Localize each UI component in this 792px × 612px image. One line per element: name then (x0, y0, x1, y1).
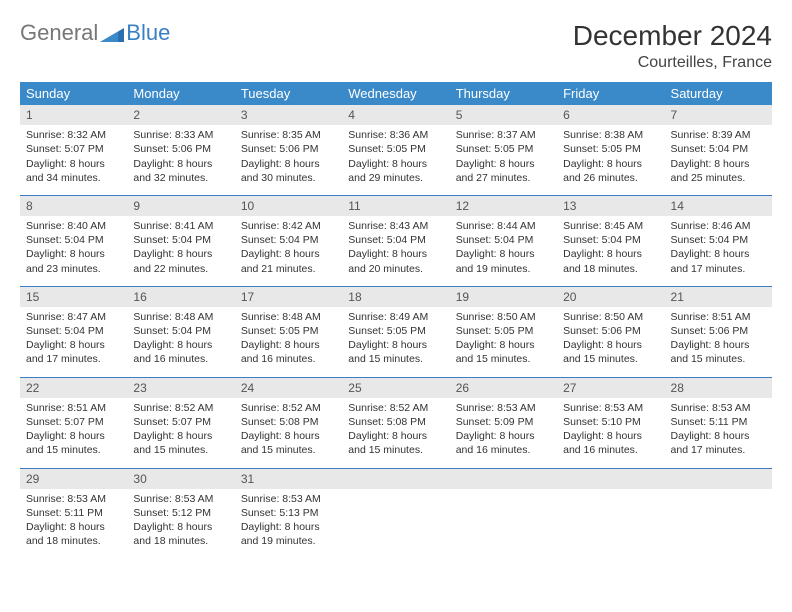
daynum-row: 15161718192021 (20, 287, 772, 307)
day-number: 6 (557, 105, 664, 125)
day-details: Sunrise: 8:52 AMSunset: 5:08 PMDaylight:… (235, 398, 342, 468)
day-details: Sunrise: 8:50 AMSunset: 5:05 PMDaylight:… (450, 307, 557, 377)
logo: General Blue (20, 20, 170, 46)
day-details: Sunrise: 8:53 AMSunset: 5:11 PMDaylight:… (665, 398, 772, 468)
day-number: 30 (127, 469, 234, 489)
day-details: Sunrise: 8:37 AMSunset: 5:05 PMDaylight:… (450, 125, 557, 195)
day-details: Sunrise: 8:33 AMSunset: 5:06 PMDaylight:… (127, 125, 234, 195)
day-details: Sunrise: 8:53 AMSunset: 5:11 PMDaylight:… (20, 489, 127, 559)
day-details: Sunrise: 8:50 AMSunset: 5:06 PMDaylight:… (557, 307, 664, 377)
day-details: Sunrise: 8:48 AMSunset: 5:04 PMDaylight:… (127, 307, 234, 377)
title-block: December 2024 Courteilles, France (573, 20, 772, 72)
logo-text-general: General (20, 20, 98, 46)
calendar-body: 1234567Sunrise: 8:32 AMSunset: 5:07 PMDa… (20, 105, 772, 558)
day-details: Sunrise: 8:46 AMSunset: 5:04 PMDaylight:… (665, 216, 772, 286)
empty-daytext (557, 489, 664, 550)
empty-daytext (450, 489, 557, 550)
day-details: Sunrise: 8:53 AMSunset: 5:10 PMDaylight:… (557, 398, 664, 468)
day-number: 8 (20, 196, 127, 216)
day-details: Sunrise: 8:52 AMSunset: 5:08 PMDaylight:… (342, 398, 449, 468)
day-details: Sunrise: 8:45 AMSunset: 5:04 PMDaylight:… (557, 216, 664, 286)
day-number: 5 (450, 105, 557, 125)
location: Courteilles, France (573, 54, 772, 72)
day-number: 3 (235, 105, 342, 125)
weekday-sat: Saturday (665, 82, 772, 105)
day-details: Sunrise: 8:42 AMSunset: 5:04 PMDaylight:… (235, 216, 342, 286)
weekday-fri: Friday (557, 82, 664, 105)
day-details: Sunrise: 8:52 AMSunset: 5:07 PMDaylight:… (127, 398, 234, 468)
day-number: 1 (20, 105, 127, 125)
day-number: 31 (235, 469, 342, 489)
day-details: Sunrise: 8:32 AMSunset: 5:07 PMDaylight:… (20, 125, 127, 195)
weekday-wed: Wednesday (342, 82, 449, 105)
day-number: 14 (665, 196, 772, 216)
empty-daytext (342, 489, 449, 550)
day-details: Sunrise: 8:48 AMSunset: 5:05 PMDaylight:… (235, 307, 342, 377)
day-details: Sunrise: 8:51 AMSunset: 5:06 PMDaylight:… (665, 307, 772, 377)
logo-triangle-icon (100, 24, 124, 42)
empty-daynum (557, 469, 664, 489)
day-number: 23 (127, 378, 234, 398)
weekday-header-row: Sunday Monday Tuesday Wednesday Thursday… (20, 82, 772, 105)
daynum-row: 293031 (20, 469, 772, 489)
weekday-mon: Monday (127, 82, 234, 105)
day-details: Sunrise: 8:39 AMSunset: 5:04 PMDaylight:… (665, 125, 772, 195)
calendar-table: Sunday Monday Tuesday Wednesday Thursday… (20, 82, 772, 558)
day-details: Sunrise: 8:49 AMSunset: 5:05 PMDaylight:… (342, 307, 449, 377)
daytext-row: Sunrise: 8:53 AMSunset: 5:11 PMDaylight:… (20, 489, 772, 559)
day-number: 13 (557, 196, 664, 216)
empty-daytext (665, 489, 772, 550)
day-details: Sunrise: 8:44 AMSunset: 5:04 PMDaylight:… (450, 216, 557, 286)
day-details: Sunrise: 8:35 AMSunset: 5:06 PMDaylight:… (235, 125, 342, 195)
day-number: 4 (342, 105, 449, 125)
day-number: 9 (127, 196, 234, 216)
day-number: 26 (450, 378, 557, 398)
day-details: Sunrise: 8:47 AMSunset: 5:04 PMDaylight:… (20, 307, 127, 377)
day-details: Sunrise: 8:36 AMSunset: 5:05 PMDaylight:… (342, 125, 449, 195)
month-title: December 2024 (573, 20, 772, 52)
empty-daynum (665, 469, 772, 489)
day-number: 12 (450, 196, 557, 216)
weekday-thu: Thursday (450, 82, 557, 105)
daynum-row: 22232425262728 (20, 378, 772, 398)
day-details: Sunrise: 8:41 AMSunset: 5:04 PMDaylight:… (127, 216, 234, 286)
daynum-row: 891011121314 (20, 196, 772, 216)
logo-text-blue: Blue (126, 20, 170, 46)
day-number: 29 (20, 469, 127, 489)
day-details: Sunrise: 8:53 AMSunset: 5:12 PMDaylight:… (127, 489, 234, 559)
day-number: 10 (235, 196, 342, 216)
day-number: 27 (557, 378, 664, 398)
empty-daynum (450, 469, 557, 489)
day-number: 17 (235, 287, 342, 307)
day-number: 28 (665, 378, 772, 398)
daytext-row: Sunrise: 8:47 AMSunset: 5:04 PMDaylight:… (20, 307, 772, 377)
day-number: 7 (665, 105, 772, 125)
day-number: 15 (20, 287, 127, 307)
day-number: 2 (127, 105, 234, 125)
weekday-tue: Tuesday (235, 82, 342, 105)
day-number: 19 (450, 287, 557, 307)
day-details: Sunrise: 8:53 AMSunset: 5:13 PMDaylight:… (235, 489, 342, 559)
day-number: 16 (127, 287, 234, 307)
day-details: Sunrise: 8:51 AMSunset: 5:07 PMDaylight:… (20, 398, 127, 468)
day-details: Sunrise: 8:40 AMSunset: 5:04 PMDaylight:… (20, 216, 127, 286)
daytext-row: Sunrise: 8:40 AMSunset: 5:04 PMDaylight:… (20, 216, 772, 286)
day-number: 18 (342, 287, 449, 307)
day-details: Sunrise: 8:38 AMSunset: 5:05 PMDaylight:… (557, 125, 664, 195)
day-details: Sunrise: 8:43 AMSunset: 5:04 PMDaylight:… (342, 216, 449, 286)
day-number: 20 (557, 287, 664, 307)
day-number: 22 (20, 378, 127, 398)
daynum-row: 1234567 (20, 105, 772, 125)
weekday-sun: Sunday (20, 82, 127, 105)
daytext-row: Sunrise: 8:32 AMSunset: 5:07 PMDaylight:… (20, 125, 772, 195)
day-number: 25 (342, 378, 449, 398)
header: General Blue December 2024 Courteilles, … (20, 20, 772, 72)
empty-daynum (342, 469, 449, 489)
day-number: 24 (235, 378, 342, 398)
daytext-row: Sunrise: 8:51 AMSunset: 5:07 PMDaylight:… (20, 398, 772, 468)
day-number: 11 (342, 196, 449, 216)
day-details: Sunrise: 8:53 AMSunset: 5:09 PMDaylight:… (450, 398, 557, 468)
day-number: 21 (665, 287, 772, 307)
